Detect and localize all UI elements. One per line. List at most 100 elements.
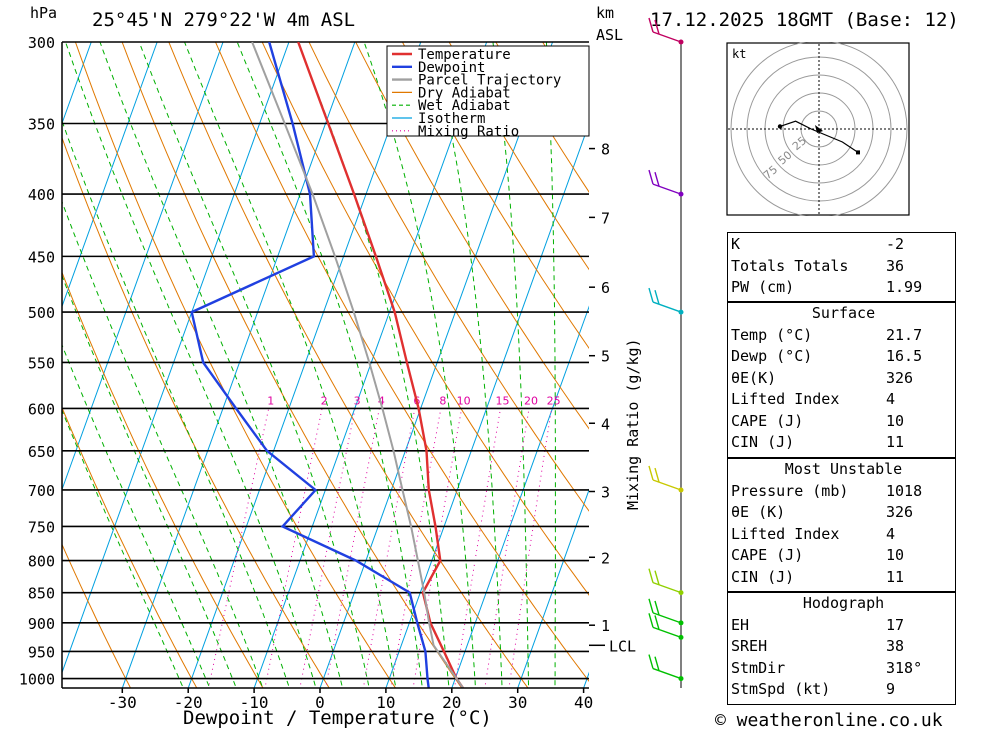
y-tick-label: 700 <box>28 482 55 500</box>
mixing-ratio-line <box>508 408 553 688</box>
mixing-ratio-label: 1 <box>267 394 274 407</box>
legend-label: Parcel Trajectory <box>418 73 561 89</box>
index-value: 4 <box>886 524 896 543</box>
dry-adiabat-line <box>401 42 589 350</box>
wind-barb <box>648 598 684 626</box>
isotherm-line <box>62 42 158 308</box>
x-tick-label: -30 <box>108 693 137 712</box>
hodograph-point <box>856 150 860 155</box>
table-row: SREH 38 <box>727 636 960 658</box>
index-value: 17 <box>886 615 905 634</box>
dry-adiabat-line <box>62 136 330 688</box>
table-row: Totals Totals 36 <box>727 256 960 278</box>
table-row: Pressure (mb) 1018 <box>727 481 960 503</box>
index-label: StmSpd (kt) <box>731 680 831 698</box>
km-tick-label: 1 <box>601 617 610 635</box>
y-tick-label: 550 <box>28 354 55 372</box>
surface-box <box>727 301 956 459</box>
index-value: 326 <box>886 503 914 521</box>
x-tick-label: -10 <box>240 693 269 712</box>
isobars <box>62 41 589 680</box>
y-tick-label: 950 <box>28 643 55 661</box>
x-tick-label: 10 <box>376 693 395 712</box>
isotherm-line <box>62 42 224 491</box>
index-value: 11 <box>886 433 905 451</box>
legend-label: Isotherm <box>418 111 485 127</box>
height-unit-km: km <box>596 4 615 22</box>
index-label: θE (K) <box>731 503 786 521</box>
location-title: 25°45'N 279°22'W 4m ASL <box>92 9 356 31</box>
series-temperature <box>297 42 464 688</box>
table-row: CAPE (J) 10 <box>727 545 960 567</box>
storm-motion-marker <box>815 125 823 133</box>
series-lines: 1 2 3 4 6 8 10 15 20 25 <box>190 42 561 688</box>
wet-adiabat-line <box>183 42 397 688</box>
surface-table: Surface Temp (°C) 21.7 Dewp (°C) 16.5 θE(K) 32… <box>727 303 960 454</box>
index-value: 1.99 <box>886 278 923 296</box>
legend-box <box>386 45 590 137</box>
mixing-ratio-label: 3 <box>354 394 361 407</box>
table-section-title: Hodograph <box>802 594 885 612</box>
km-tick-label: 5 <box>601 348 610 366</box>
hodograph-trace <box>779 120 859 153</box>
isotherm-line <box>517 488 589 688</box>
km-tick-label: 4 <box>601 415 610 433</box>
index-label: CIN (J) <box>731 433 795 451</box>
table-row: Lifted Index 4 <box>727 389 960 411</box>
dry-adiabat-line <box>62 543 132 688</box>
wind-barb <box>648 568 684 596</box>
table-row: StmSpd (kt) 9 <box>727 679 960 701</box>
index-label: θE(K) <box>731 368 777 387</box>
isotherm-line <box>451 305 589 688</box>
wind-barb <box>648 654 684 682</box>
index-label: Temp (°C) <box>731 325 813 344</box>
table-row: PW (cm) 1.99 <box>727 277 960 299</box>
indices-box <box>727 232 956 303</box>
table-row: EH 17 <box>727 615 960 637</box>
x-tick-label: 20 <box>442 693 461 712</box>
table-row: CIN (J) 11 <box>727 432 960 454</box>
km-tick-label: 2 <box>601 549 610 567</box>
table-section-title: Most Unstable <box>784 460 903 478</box>
x-axis-label: Dewpoint / Temperature (°C) <box>183 707 492 729</box>
most-unstable-table: Most Unstable Pressure (mb) 1018 θE (K) 326 L… <box>727 459 960 588</box>
y-tick-label: 600 <box>28 400 55 418</box>
hodograph-ring <box>730 42 908 216</box>
mixing-ratio-label: 2 <box>321 394 328 407</box>
wet-adiabat-line <box>99 42 344 688</box>
index-value: 318° <box>886 658 923 677</box>
index-value: 9 <box>886 680 896 698</box>
table-row: θE(K) 326 <box>727 368 960 390</box>
mixing-ratio-line <box>362 408 416 688</box>
wet-adiabat-line <box>62 200 264 688</box>
y-tick-label: 400 <box>28 186 55 204</box>
series-parcel-trajectory <box>251 42 464 688</box>
wet-adiabat-line <box>62 274 237 688</box>
y-tick-label: 850 <box>28 585 55 603</box>
height-unit-asl: ASL <box>596 26 624 44</box>
mixing-ratio-label: 15 <box>496 394 510 407</box>
index-label: K <box>731 235 741 253</box>
dry-adiabat-line <box>308 42 589 512</box>
x-tick-label: 30 <box>508 693 527 712</box>
wet-adiabat-line <box>62 409 184 688</box>
index-value: 10 <box>886 411 905 430</box>
dry-adiabat-line <box>261 42 589 596</box>
dry-adiabat-line <box>168 42 529 688</box>
wind-barb <box>648 17 684 45</box>
most-unstable-box <box>727 457 956 593</box>
index-value: 326 <box>886 368 914 387</box>
wet-adiabat-line <box>64 42 317 688</box>
index-label: CAPE (J) <box>731 411 804 430</box>
legend-label: Mixing Ratio <box>418 124 519 140</box>
index-label: StmDir <box>731 658 786 677</box>
index-value: 1018 <box>886 481 923 500</box>
index-label: Lifted Index <box>731 390 840 408</box>
y-tick-label: 900 <box>28 615 55 633</box>
table-row: StmDir 318° <box>727 658 960 680</box>
pressure-unit-label: hPa <box>30 4 58 22</box>
km-tick-label: 6 <box>601 279 610 297</box>
mixing-ratio-line <box>264 408 323 688</box>
